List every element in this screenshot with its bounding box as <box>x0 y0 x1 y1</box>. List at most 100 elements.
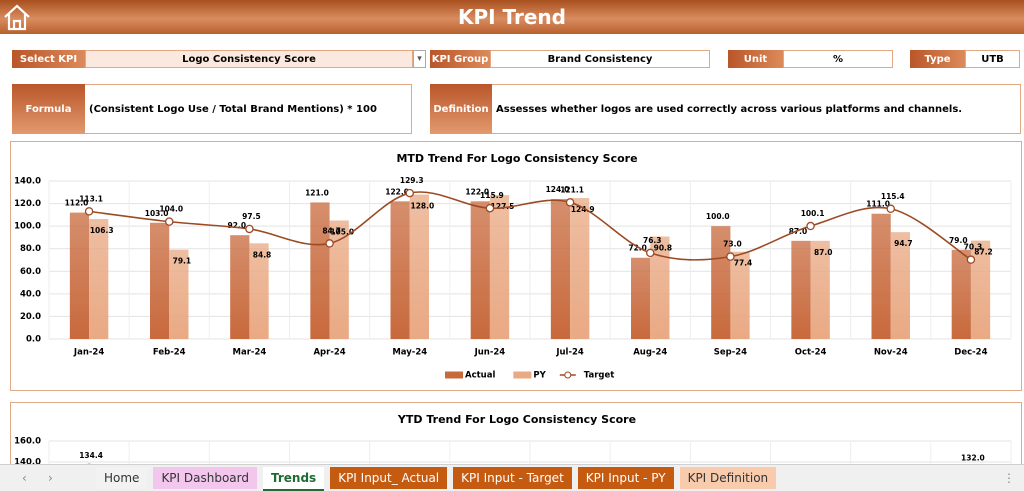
y-tick-label: 20.0 <box>20 312 41 322</box>
scroll-right[interactable]: › <box>48 471 53 485</box>
bar <box>730 251 750 339</box>
header-band <box>0 0 1024 34</box>
x-tick-label: Dec-24 <box>954 348 987 358</box>
data-label: 121.0 <box>305 188 329 197</box>
data-label: 122.0 <box>465 187 489 196</box>
data-label: 100.1 <box>801 209 825 218</box>
data-label: 129.3 <box>400 176 424 185</box>
x-tick-label: May-24 <box>392 348 427 358</box>
bar <box>570 198 590 339</box>
data-label: 122.0 <box>385 187 409 196</box>
dropdown-arrow[interactable]: ▾ <box>413 50 426 68</box>
sheet-tab[interactable]: KPI Dashboard <box>153 467 257 489</box>
field-label: Unit <box>728 50 783 68</box>
target-marker <box>325 239 334 248</box>
home-icon[interactable] <box>2 3 32 31</box>
data-label: 90.8 <box>654 244 673 253</box>
field-label: Select KPI <box>12 50 85 68</box>
bar <box>810 240 830 339</box>
kpi-select[interactable]: Logo Consistency Score <box>85 50 413 68</box>
y-tick-label: 60.0 <box>20 267 41 277</box>
bar <box>390 201 410 339</box>
data-label: 97.5 <box>242 212 261 221</box>
data-label: 84.7 <box>322 226 341 235</box>
field-value: % <box>783 50 893 68</box>
sheet-tab[interactable]: Home <box>96 467 148 489</box>
data-label: 127.5 <box>491 202 515 211</box>
y-tick-label: 120.0 <box>14 199 41 209</box>
data-label: 87.2 <box>974 248 993 257</box>
x-tick-label: Jan-24 <box>73 348 104 358</box>
data-label: 77.4 <box>734 259 753 268</box>
bar <box>631 257 651 339</box>
x-tick-label: Jul-24 <box>555 348 584 358</box>
x-tick-label: Feb-24 <box>153 348 186 358</box>
x-tick-label: Nov-24 <box>874 348 908 358</box>
data-label: 94.7 <box>894 239 913 248</box>
target-marker <box>245 224 254 234</box>
data-label: 106.3 <box>90 226 114 235</box>
x-tick-label: Aug-24 <box>633 348 667 358</box>
chart-title: MTD Trend For Logo Consistency Score <box>396 152 637 165</box>
bar <box>489 195 510 339</box>
bar <box>249 243 269 339</box>
data-label: 103.0 <box>145 209 169 218</box>
scroll-left[interactable]: ‹ <box>22 471 27 485</box>
x-tick-label: Sep-24 <box>714 348 747 358</box>
data-label: 79.0 <box>949 236 968 245</box>
x-tick-label: Oct-24 <box>795 348 827 358</box>
bar <box>871 213 891 339</box>
bar <box>970 240 991 339</box>
bar <box>310 202 330 339</box>
chart-title: YTD Trend For Logo Consistency Score <box>397 413 636 426</box>
data-label: 113.1 <box>79 194 103 203</box>
data-label: 87.0 <box>814 248 833 257</box>
bar <box>951 249 971 339</box>
target-marker <box>886 204 896 214</box>
more-sheets[interactable]: ⋮ <box>1003 471 1015 485</box>
data-label: 100.0 <box>706 212 730 221</box>
data-label: 115.9 <box>480 191 504 200</box>
data-label: 76.3 <box>643 236 662 245</box>
data-label: 132.0 <box>961 453 985 462</box>
legend-label: Target <box>584 371 615 381</box>
bar <box>409 194 429 339</box>
data-label: 72.0 <box>628 244 647 253</box>
target-marker <box>966 255 976 264</box>
bar <box>650 236 670 339</box>
note-label: Formula <box>12 84 85 134</box>
y-tick-label: 40.0 <box>20 289 41 299</box>
data-label: 79.1 <box>173 257 192 266</box>
y-tick-label: 140.0 <box>14 177 41 187</box>
target-marker <box>565 198 575 207</box>
data-label: 73.0 <box>723 240 742 249</box>
sheet-tab[interactable]: KPI Input_ Actual <box>330 467 448 489</box>
y-tick-label: 100.0 <box>14 222 41 232</box>
bar <box>89 219 109 339</box>
target-marker <box>485 203 495 213</box>
data-label: 134.4 <box>79 451 103 460</box>
data-label: 128.0 <box>411 202 435 211</box>
target-marker <box>84 207 94 216</box>
legend-marker <box>564 371 572 379</box>
y-tick-label: 160.0 <box>14 437 41 447</box>
sheet-tab[interactable]: KPI Input - Target <box>453 467 572 489</box>
target-marker <box>646 248 655 258</box>
sheet-tab[interactable]: Trends <box>263 467 325 491</box>
x-tick-label: Jun-24 <box>474 348 506 358</box>
legend-label: Actual <box>465 371 495 381</box>
sheet-tab[interactable]: KPI Definition <box>679 467 777 489</box>
note-value: (Consistent Logo Use / Total Brand Menti… <box>85 84 412 134</box>
legend-swatch <box>513 371 532 379</box>
data-label: 115.4 <box>881 192 905 201</box>
legend-swatch <box>445 371 463 379</box>
bar <box>470 201 490 339</box>
data-label: 104.0 <box>159 205 183 214</box>
field-value: UTB <box>965 50 1020 68</box>
bar <box>711 226 731 339</box>
x-tick-label: Apr-24 <box>313 348 345 358</box>
bar <box>329 220 349 339</box>
sheet-tab[interactable]: KPI Input - PY <box>577 467 674 489</box>
bar <box>150 222 170 339</box>
